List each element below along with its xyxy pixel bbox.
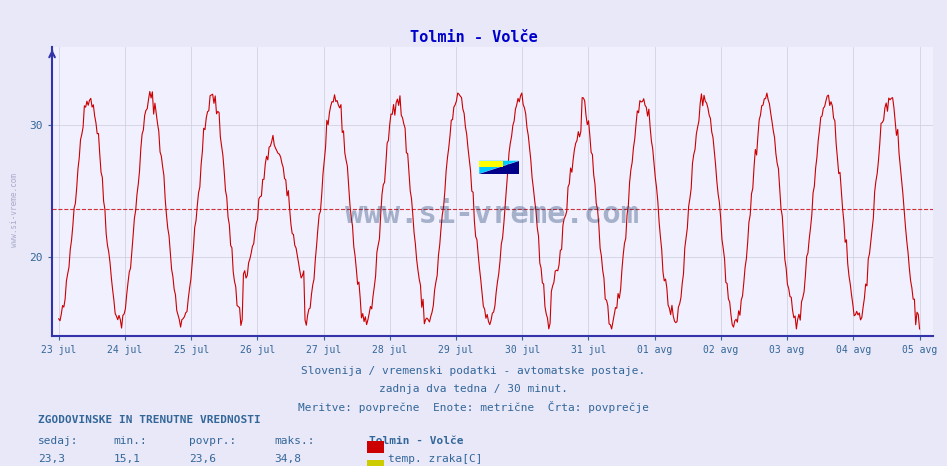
- Text: 23,3: 23,3: [38, 454, 65, 464]
- Text: min.:: min.:: [114, 436, 148, 445]
- Text: Tolmin - Volče: Tolmin - Volče: [369, 436, 464, 445]
- Polygon shape: [479, 161, 519, 174]
- Text: maks.:: maks.:: [275, 436, 315, 445]
- Text: sedaj:: sedaj:: [38, 436, 79, 445]
- Text: Tolmin - Volče: Tolmin - Volče: [410, 30, 537, 45]
- Text: Meritve: povprečne  Enote: metrične  Črta: povprečje: Meritve: povprečne Enote: metrične Črta:…: [298, 401, 649, 413]
- Text: ZGODOVINSKE IN TRENUTNE VREDNOSTI: ZGODOVINSKE IN TRENUTNE VREDNOSTI: [38, 415, 260, 425]
- Text: Slovenija / vremenski podatki - avtomatske postaje.: Slovenija / vremenski podatki - avtomats…: [301, 366, 646, 376]
- Text: zadnja dva tedna / 30 minut.: zadnja dva tedna / 30 minut.: [379, 384, 568, 393]
- Bar: [479, 161, 503, 167]
- Text: 23,6: 23,6: [189, 454, 217, 464]
- Text: www.si-vreme.com: www.si-vreme.com: [9, 173, 19, 247]
- Polygon shape: [479, 161, 519, 174]
- Text: 34,8: 34,8: [275, 454, 302, 464]
- Text: 15,1: 15,1: [114, 454, 141, 464]
- Text: povpr.:: povpr.:: [189, 436, 237, 445]
- Text: temp. zraka[C]: temp. zraka[C]: [388, 454, 483, 464]
- Text: www.si-vreme.com: www.si-vreme.com: [346, 199, 639, 229]
